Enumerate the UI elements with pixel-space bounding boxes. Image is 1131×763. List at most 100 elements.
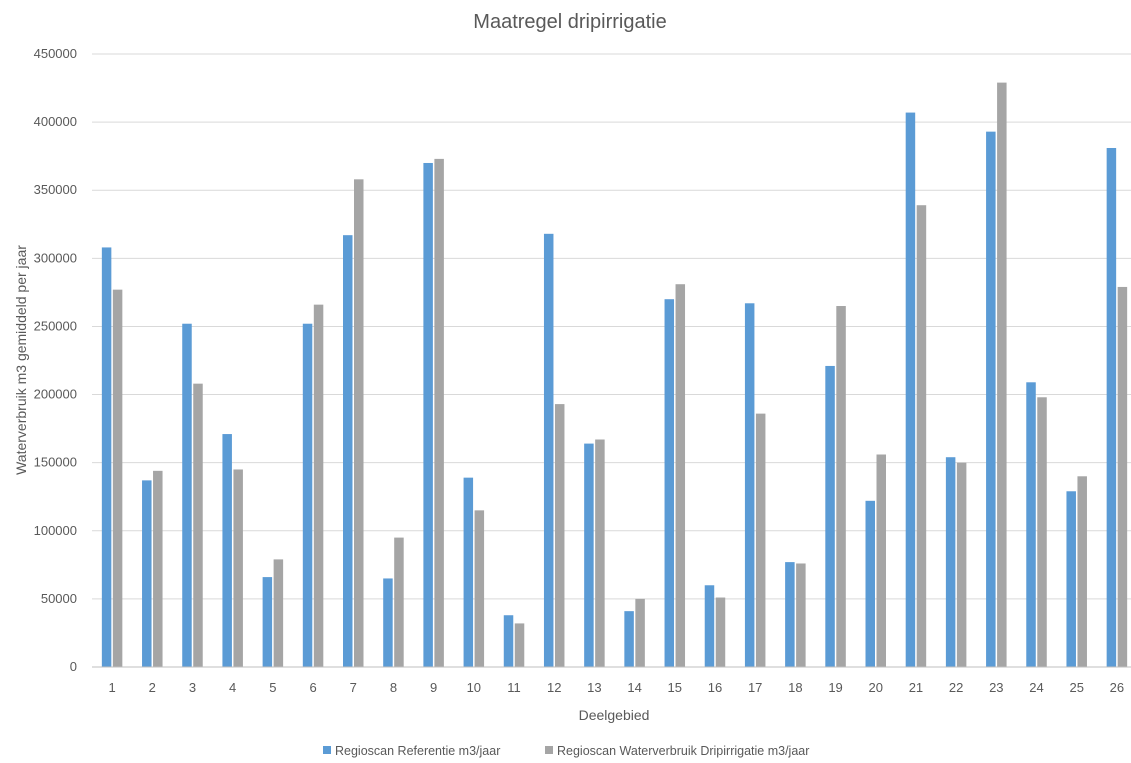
bar-dripirrigatie-26 bbox=[1117, 286, 1128, 667]
bar-dripirrigatie-3 bbox=[193, 383, 203, 667]
bar-dripirrigatie-15 bbox=[675, 284, 686, 667]
chart-title: Maatregel dripirrigatie bbox=[473, 11, 666, 33]
bar-referentie-21 bbox=[905, 112, 916, 667]
bar-referentie-9 bbox=[423, 162, 433, 667]
bar-referentie-13 bbox=[584, 443, 594, 667]
bar-referentie-5 bbox=[262, 577, 273, 667]
bar-referentie-1 bbox=[101, 247, 112, 668]
bar-dripirrigatie-4 bbox=[233, 469, 243, 667]
bar-dripirrigatie-17 bbox=[755, 413, 766, 667]
bar-dripirrigatie-5 bbox=[273, 559, 284, 667]
bar-referentie-20 bbox=[865, 500, 875, 667]
bar-referentie-12 bbox=[543, 233, 554, 667]
bar-dripirrigatie-1 bbox=[112, 289, 123, 667]
y-tick-label: 300000 bbox=[34, 250, 77, 265]
bar-dripirrigatie-23 bbox=[997, 82, 1007, 667]
bar-dripirrigatie-12 bbox=[554, 404, 565, 667]
bar-referentie-6 bbox=[302, 323, 313, 667]
legend-swatch-referentie bbox=[323, 746, 331, 754]
bar-referentie-16 bbox=[704, 585, 715, 667]
x-tick-label: 11 bbox=[507, 680, 521, 695]
bar-referentie-14 bbox=[624, 611, 634, 667]
x-tick-label: 24 bbox=[1029, 680, 1043, 695]
x-tick-label: 20 bbox=[869, 680, 883, 695]
x-tick-label: 6 bbox=[309, 680, 316, 695]
x-tick-label: 26 bbox=[1110, 680, 1124, 695]
x-tick-label: 23 bbox=[989, 680, 1003, 695]
bar-referentie-17 bbox=[744, 303, 755, 667]
bar-referentie-10 bbox=[463, 477, 474, 667]
y-tick-label: 0 bbox=[70, 659, 77, 674]
x-tick-label: 12 bbox=[547, 680, 561, 695]
bar-referentie-11 bbox=[503, 615, 514, 667]
x-tick-label: 21 bbox=[909, 680, 923, 695]
bar-referentie-26 bbox=[1106, 147, 1117, 667]
bar-dripirrigatie-7 bbox=[354, 179, 364, 667]
legend-swatch-dripirrigatie bbox=[545, 746, 553, 754]
bar-referentie-8 bbox=[383, 578, 393, 667]
y-tick-label: 100000 bbox=[34, 523, 77, 538]
bar-dripirrigatie-20 bbox=[876, 454, 886, 667]
bar-dripirrigatie-22 bbox=[956, 462, 967, 667]
x-tick-label: 7 bbox=[350, 680, 357, 695]
x-axis-label: Deelgebied bbox=[579, 707, 650, 723]
bar-dripirrigatie-21 bbox=[916, 205, 927, 667]
y-tick-label: 400000 bbox=[34, 114, 77, 129]
bar-dripirrigatie-6 bbox=[313, 304, 324, 667]
bar-dripirrigatie-9 bbox=[434, 158, 444, 667]
x-tick-label: 8 bbox=[390, 680, 397, 695]
bar-referentie-22 bbox=[945, 457, 956, 667]
bar-dripirrigatie-13 bbox=[595, 439, 605, 667]
bar-dripirrigatie-25 bbox=[1077, 476, 1087, 667]
x-tick-label: 4 bbox=[229, 680, 236, 695]
x-tick-label: 16 bbox=[708, 680, 722, 695]
x-tick-label: 22 bbox=[949, 680, 963, 695]
bar-dripirrigatie-8 bbox=[394, 537, 404, 667]
y-tick-label: 350000 bbox=[34, 182, 77, 197]
legend: Regioscan Referentie m3/jaar Regioscan W… bbox=[323, 744, 809, 758]
y-tick-label: 200000 bbox=[34, 387, 77, 402]
x-tick-label: 5 bbox=[269, 680, 276, 695]
x-axis-ticks: 1 2 3 4 5 6 7 8 9 10 11 12 13 14 15 16 17 18 19 20 21 22 23 24 2… bbox=[108, 680, 1124, 695]
bar-referentie-23 bbox=[986, 131, 996, 667]
x-tick-label: 9 bbox=[430, 680, 437, 695]
bar-dripirrigatie-19 bbox=[836, 306, 846, 667]
bar-dripirrigatie-2 bbox=[153, 470, 163, 667]
y-axis-label: Waterverbruik m3 gemiddeld per jaar bbox=[13, 245, 29, 475]
x-tick-label: 19 bbox=[828, 680, 842, 695]
bar-referentie-3 bbox=[182, 323, 192, 667]
x-tick-label: 18 bbox=[788, 680, 802, 695]
gridlines bbox=[92, 53, 1131, 600]
y-tick-label: 150000 bbox=[34, 455, 77, 470]
y-tick-label: 50000 bbox=[41, 591, 77, 606]
legend-label-dripirrigatie: Regioscan Waterverbruik Dripirrigatie m3… bbox=[557, 744, 809, 758]
y-tick-label: 250000 bbox=[34, 318, 77, 333]
x-tick-label: 2 bbox=[149, 680, 156, 695]
bar-referentie-24 bbox=[1026, 382, 1036, 667]
x-tick-label: 15 bbox=[668, 680, 682, 695]
bar-dripirrigatie-24 bbox=[1037, 397, 1047, 667]
bar-referentie-7 bbox=[343, 235, 353, 668]
y-tick-label: 450000 bbox=[34, 46, 77, 61]
x-tick-label: 13 bbox=[587, 680, 601, 695]
bar-referentie-18 bbox=[785, 562, 795, 667]
bar-referentie-4 bbox=[222, 434, 232, 667]
bar-referentie-2 bbox=[142, 480, 152, 667]
legend-label-referentie: Regioscan Referentie m3/jaar bbox=[335, 744, 500, 758]
bar-dripirrigatie-10 bbox=[474, 510, 485, 667]
x-tick-label: 10 bbox=[467, 680, 481, 695]
bar-dripirrigatie-16 bbox=[715, 597, 726, 667]
x-tick-label: 17 bbox=[748, 680, 762, 695]
x-tick-label: 3 bbox=[189, 680, 196, 695]
y-axis-ticks: 0 50000 100000 150000 200000 250000 300000 3500… bbox=[34, 46, 77, 674]
bar-referentie-19 bbox=[825, 365, 835, 667]
x-tick-label: 14 bbox=[627, 680, 641, 695]
bar-dripirrigatie-14 bbox=[635, 598, 645, 667]
bar-dripirrigatie-11 bbox=[514, 623, 525, 667]
bars bbox=[101, 82, 1128, 668]
bar-referentie-15 bbox=[664, 299, 675, 667]
bar-dripirrigatie-18 bbox=[796, 563, 806, 667]
x-tick-label: 1 bbox=[108, 680, 115, 695]
bar-referentie-25 bbox=[1066, 491, 1076, 667]
